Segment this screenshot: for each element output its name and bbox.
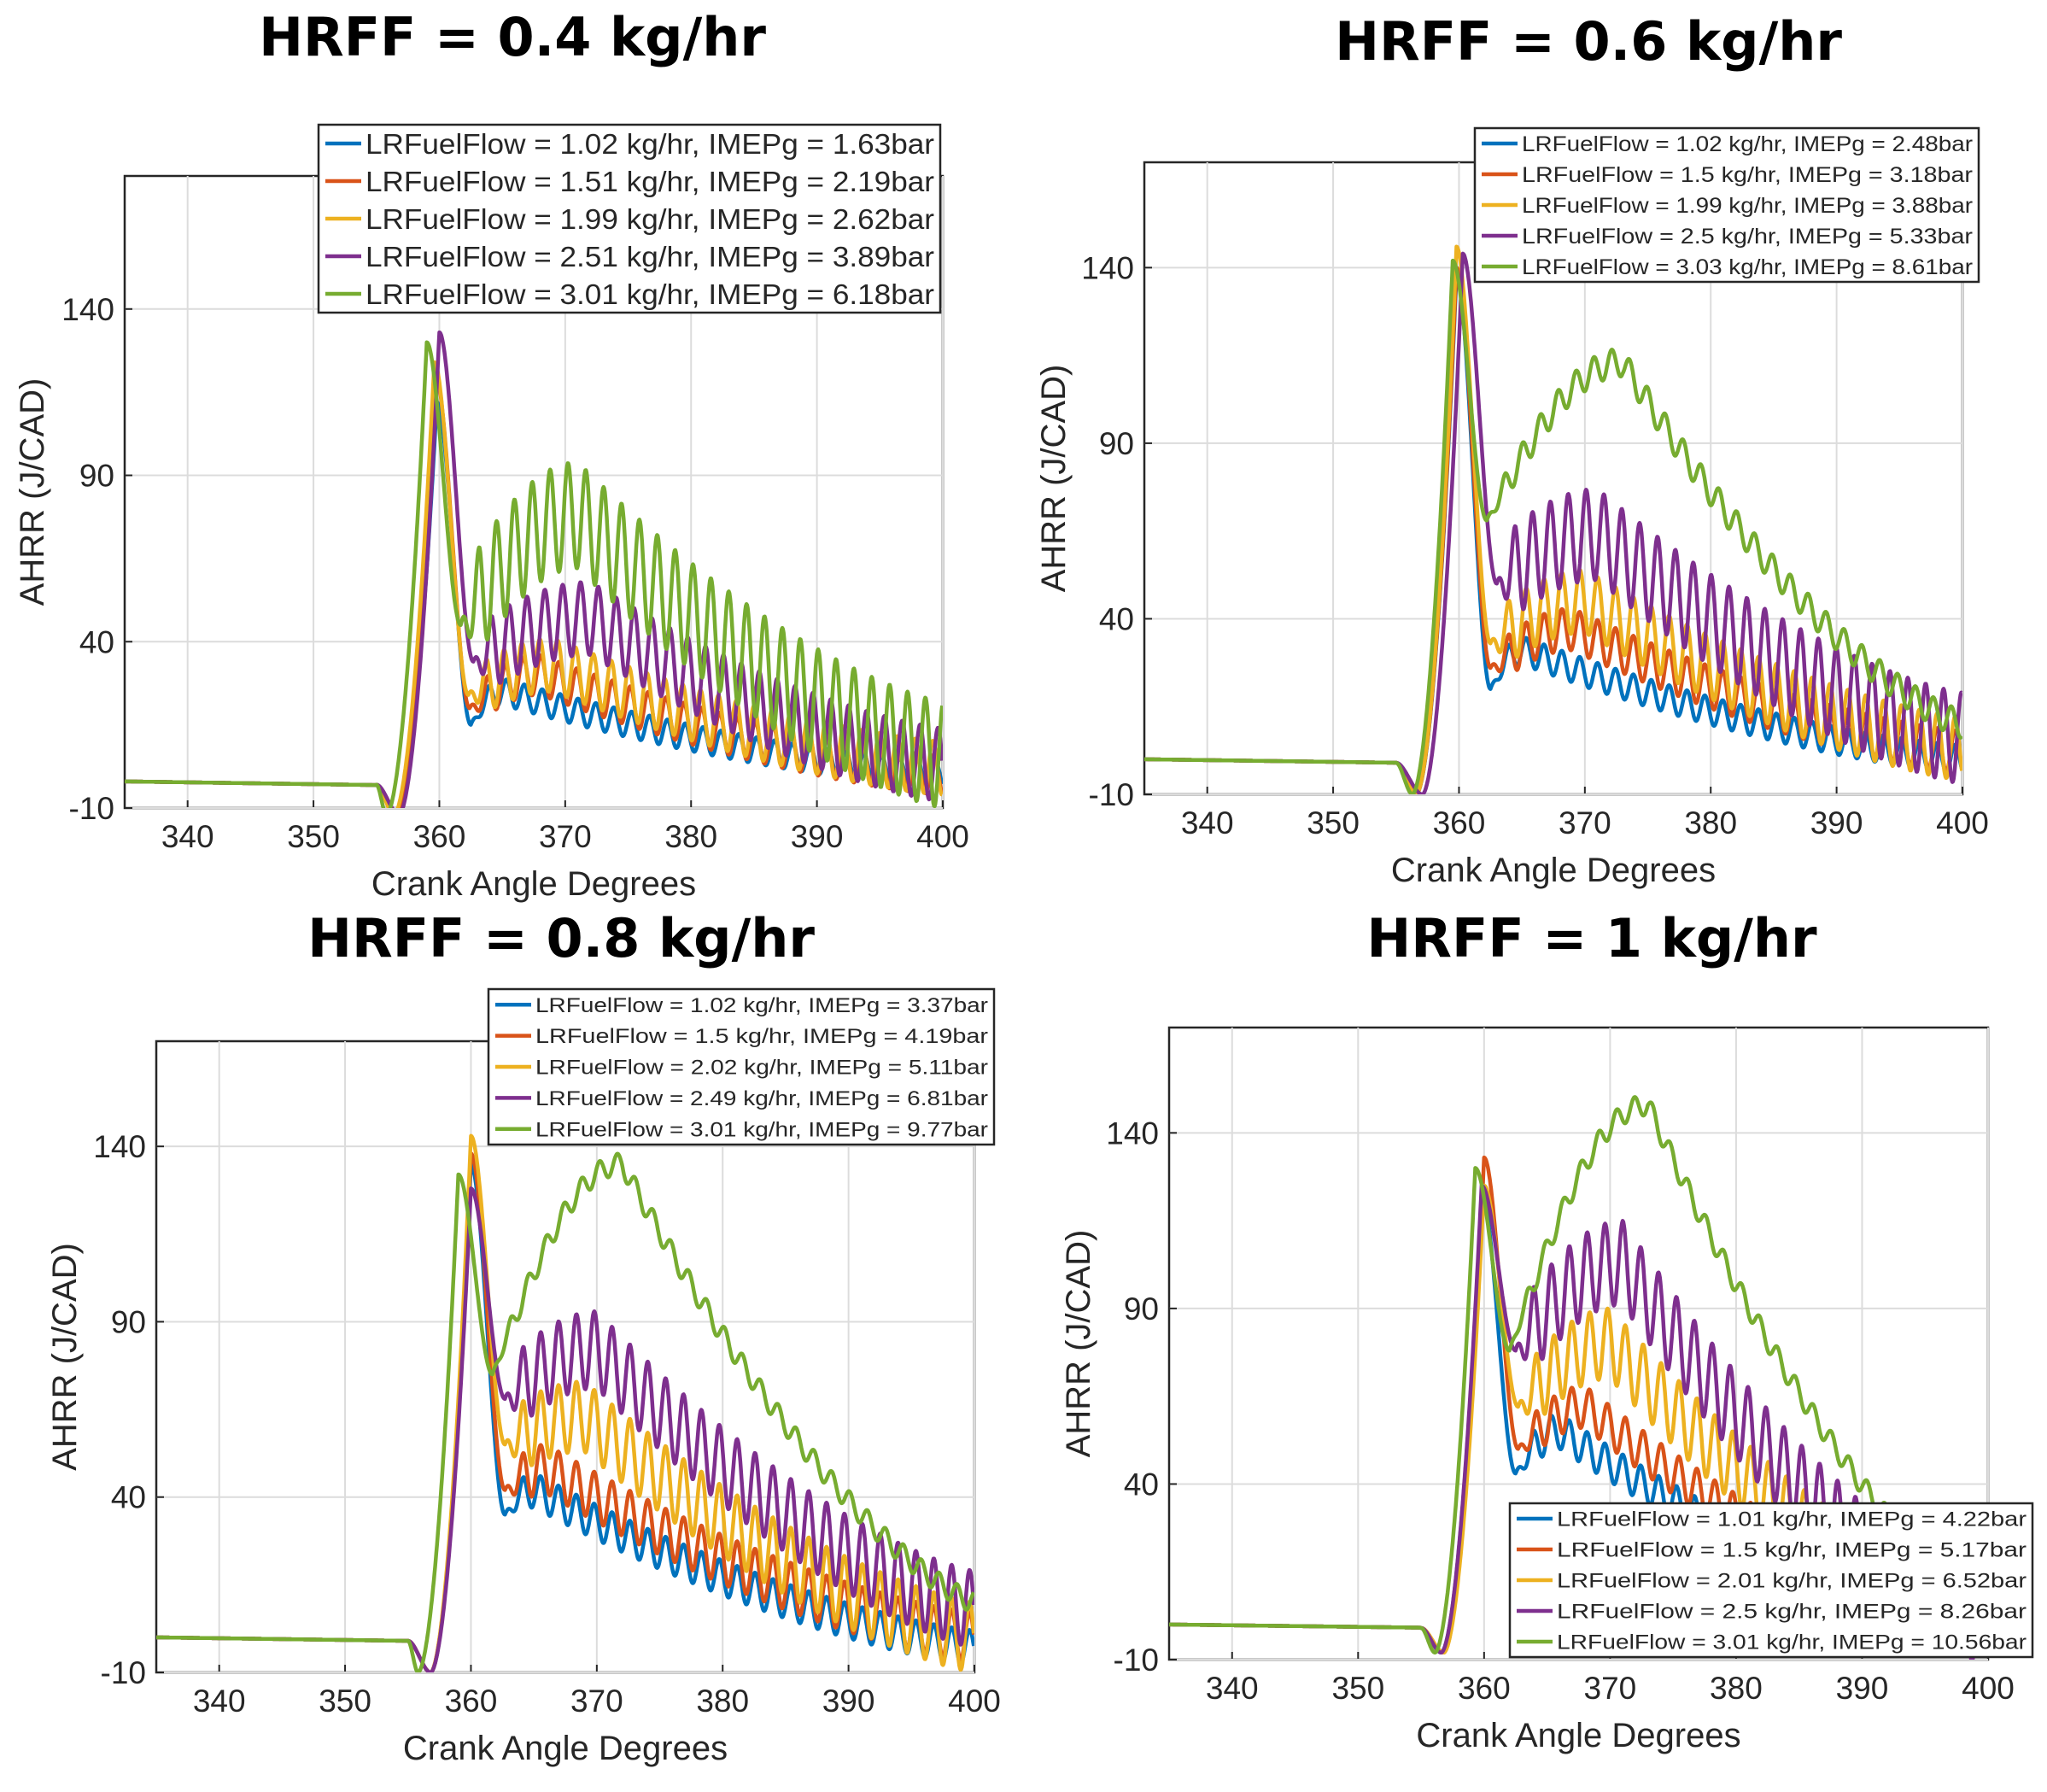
- chart-title: HRFF = 0.6 kg/hr: [1335, 10, 1842, 73]
- x-tick-label: 340: [193, 1684, 246, 1719]
- chart-title: HRFF = 0.8 kg/hr: [307, 907, 815, 969]
- y-tick-label: 140: [61, 292, 114, 327]
- x-tick-label: 350: [287, 819, 340, 854]
- legend-entry: LRFuelFlow = 2.51 kg/hr, IMEPg = 3.89bar: [366, 241, 934, 272]
- y-axis-label: AHRR (J/CAD): [46, 1243, 84, 1471]
- y-tick-label: 90: [111, 1304, 146, 1339]
- y-tick-label: 140: [1106, 1116, 1159, 1151]
- legend-entry: LRFuelFlow = 3.01 kg/hr, IMEPg = 6.18bar: [366, 278, 934, 310]
- chart-panel: HRFF = 1 kg/hr 340 350 360 370 380 390 400 -10 40…: [1060, 907, 2034, 1754]
- x-tick-label: 380: [696, 1684, 749, 1719]
- x-tick-label: 360: [445, 1684, 498, 1719]
- x-tick-label: 380: [664, 819, 717, 854]
- y-tick-label: 140: [1081, 250, 1134, 285]
- y-tick-label: -10: [1089, 777, 1134, 812]
- legend-entry: LRFuelFlow = 2.02 kg/hr, IMEPg = 5.11bar: [535, 1057, 988, 1080]
- y-tick-label: 40: [79, 624, 114, 659]
- x-axis-label: Crank Angle Degrees: [403, 1730, 728, 1767]
- x-tick-label: 400: [1936, 805, 1989, 840]
- legend-entry: LRFuelFlow = 1.51 kg/hr, IMEPg = 2.19bar: [366, 166, 934, 197]
- x-tick-label: 400: [916, 819, 969, 854]
- legend-entry: LRFuelFlow = 1.5 kg/hr, IMEPg = 4.19bar: [535, 1025, 988, 1048]
- series-line: [1144, 258, 1962, 794]
- legend-entry: LRFuelFlow = 2.5 kg/hr, IMEPg = 5.33bar: [1522, 225, 1973, 249]
- legend-entry: LRFuelFlow = 2.49 kg/hr, IMEPg = 6.81bar: [535, 1087, 988, 1110]
- legend-entry: LRFuelFlow = 1.02 kg/hr, IMEPg = 3.37bar: [535, 994, 988, 1017]
- x-tick-label: 390: [1810, 805, 1863, 840]
- legend-entry: LRFuelFlow = 3.01 kg/hr, IMEPg = 9.77bar: [535, 1118, 988, 1141]
- legend-entry: LRFuelFlow = 1.99 kg/hr, IMEPg = 3.88bar: [1522, 194, 1973, 218]
- x-tick-label: 350: [1307, 805, 1360, 840]
- x-tick-label: 370: [1559, 805, 1611, 840]
- legend-entry: LRFuelFlow = 1.5 kg/hr, IMEPg = 3.18bar: [1522, 163, 1973, 187]
- legend-entry: LRFuelFlow = 1.02 kg/hr, IMEPg = 1.63bar: [366, 128, 934, 160]
- x-axis-label: Crank Angle Degrees: [1416, 1717, 1740, 1754]
- y-axis-label: AHRR (J/CAD): [1035, 365, 1073, 593]
- x-axis-label: Crank Angle Degrees: [1391, 852, 1716, 889]
- x-tick-label: 340: [1181, 805, 1234, 840]
- series-line: [1169, 1095, 1988, 1655]
- x-tick-label: 340: [161, 819, 214, 854]
- legend-entry: LRFuelFlow = 1.02 kg/hr, IMEPg = 2.48bar: [1522, 132, 1973, 156]
- x-tick-label: 400: [1962, 1671, 2015, 1706]
- y-tick-label: 40: [1124, 1467, 1159, 1502]
- x-tick-label: 390: [1836, 1671, 1889, 1706]
- legend-entry: LRFuelFlow = 3.03 kg/hr, IMEPg = 8.61bar: [1522, 255, 1973, 279]
- y-axis-label: AHRR (J/CAD): [14, 378, 51, 606]
- legend-box: [487, 987, 996, 1146]
- legend-entry: LRFuelFlow = 3.01 kg/hr, IMEPg = 10.56ba…: [1557, 1631, 2027, 1654]
- chart-panel: HRFF = 0.6 kg/hr 340 350 360 370 380 390 400 -10…: [1035, 10, 1989, 889]
- y-axis-label: AHRR (J/CAD): [1060, 1230, 1097, 1458]
- legend-box: [1508, 1502, 2034, 1659]
- chart-title: HRFF = 0.4 kg/hr: [259, 6, 766, 68]
- x-tick-label: 400: [948, 1684, 1001, 1719]
- y-tick-label: 90: [79, 459, 114, 494]
- x-tick-label: 380: [1710, 1671, 1763, 1706]
- legend-entry: LRFuelFlow = 2.5 kg/hr, IMEPg = 8.26bar: [1557, 1601, 2027, 1624]
- legend-entry: LRFuelFlow = 1.01 kg/hr, IMEPg = 4.22bar: [1557, 1508, 2027, 1531]
- x-tick-label: 350: [1331, 1671, 1384, 1706]
- y-tick-label: 90: [1124, 1291, 1159, 1326]
- x-tick-label: 370: [539, 819, 592, 854]
- chart-title: HRFF = 1 kg/hr: [1366, 907, 1817, 969]
- legend-box: [1473, 126, 1980, 284]
- chart-panel: HRFF = 0.8 kg/hr 340 350 360 370 380 390 400 -10…: [46, 907, 1001, 1767]
- y-tick-label: -10: [69, 791, 114, 826]
- y-tick-label: 40: [111, 1480, 146, 1515]
- series-line: [125, 340, 943, 808]
- x-tick-label: 360: [1433, 805, 1486, 840]
- legend-box: [317, 123, 942, 314]
- y-tick-label: -10: [101, 1655, 146, 1690]
- y-tick-label: -10: [1114, 1643, 1159, 1678]
- chart-panel: HRFF = 0.4 kg/hr 340 350 360 370 380 390 400 -10…: [14, 6, 969, 903]
- x-tick-label: 390: [791, 819, 844, 854]
- x-axis-label: Crank Angle Degrees: [371, 865, 696, 903]
- x-tick-label: 350: [319, 1684, 371, 1719]
- x-tick-label: 380: [1684, 805, 1737, 840]
- x-tick-label: 340: [1206, 1671, 1259, 1706]
- x-tick-label: 390: [822, 1684, 875, 1719]
- y-tick-label: 90: [1099, 426, 1134, 461]
- legend-entry: LRFuelFlow = 1.5 kg/hr, IMEPg = 5.17bar: [1557, 1539, 2027, 1562]
- x-tick-label: 370: [1584, 1671, 1637, 1706]
- x-tick-label: 360: [413, 819, 466, 854]
- series-line: [156, 1151, 974, 1672]
- legend-entry: LRFuelFlow = 2.01 kg/hr, IMEPg = 6.52bar: [1557, 1570, 2027, 1593]
- x-tick-label: 370: [570, 1684, 623, 1719]
- legend-entry: LRFuelFlow = 1.99 kg/hr, IMEPg = 2.62bar: [366, 203, 934, 235]
- y-tick-label: 40: [1099, 601, 1134, 636]
- x-tick-label: 360: [1458, 1671, 1511, 1706]
- y-tick-label: 140: [93, 1129, 146, 1164]
